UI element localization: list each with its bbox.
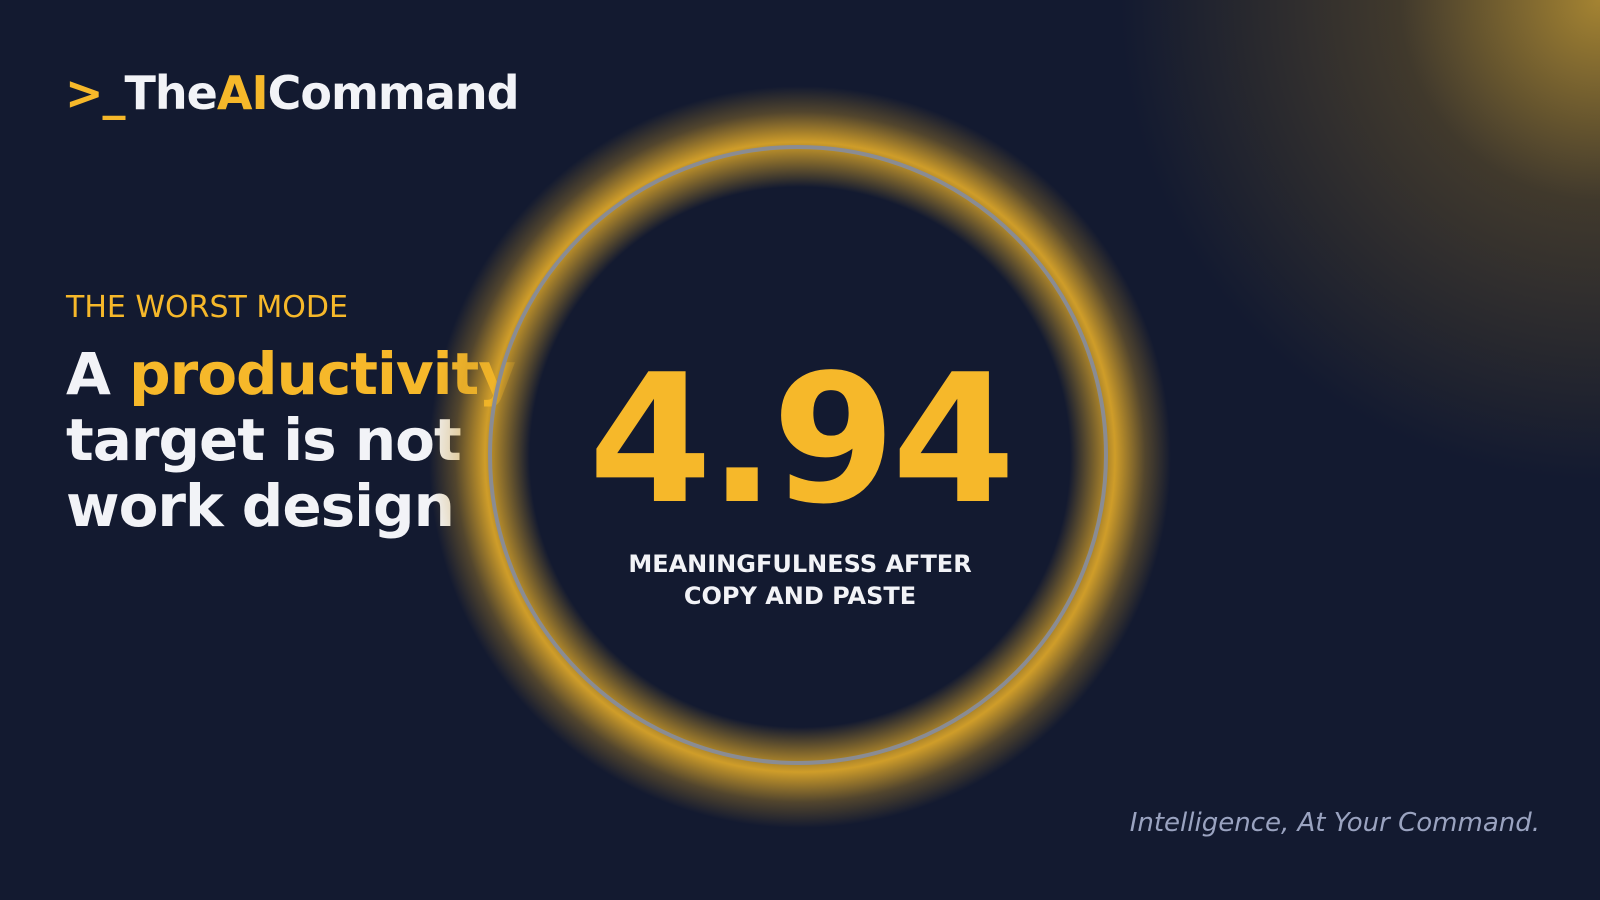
logo-text: AI: [216, 66, 269, 120]
logo-prompt: >_: [65, 66, 126, 120]
logo-text: The: [124, 66, 218, 120]
tagline: Intelligence, At Your Command.: [1129, 808, 1540, 838]
logo-text: Command: [267, 66, 520, 120]
stat-value: 4.94: [588, 336, 1015, 543]
headline-text: A: [66, 340, 111, 408]
stat-label: COPY AND PASTE: [683, 582, 917, 610]
stat-label: MEANINGFULNESS AFTER: [628, 550, 972, 578]
ring: [488, 145, 1108, 765]
logo: >_TheAICommand: [65, 66, 520, 120]
headline-line: target is not: [66, 406, 462, 474]
kicker: THE WORST MODE: [66, 290, 348, 325]
headline-line: work design: [66, 472, 455, 540]
